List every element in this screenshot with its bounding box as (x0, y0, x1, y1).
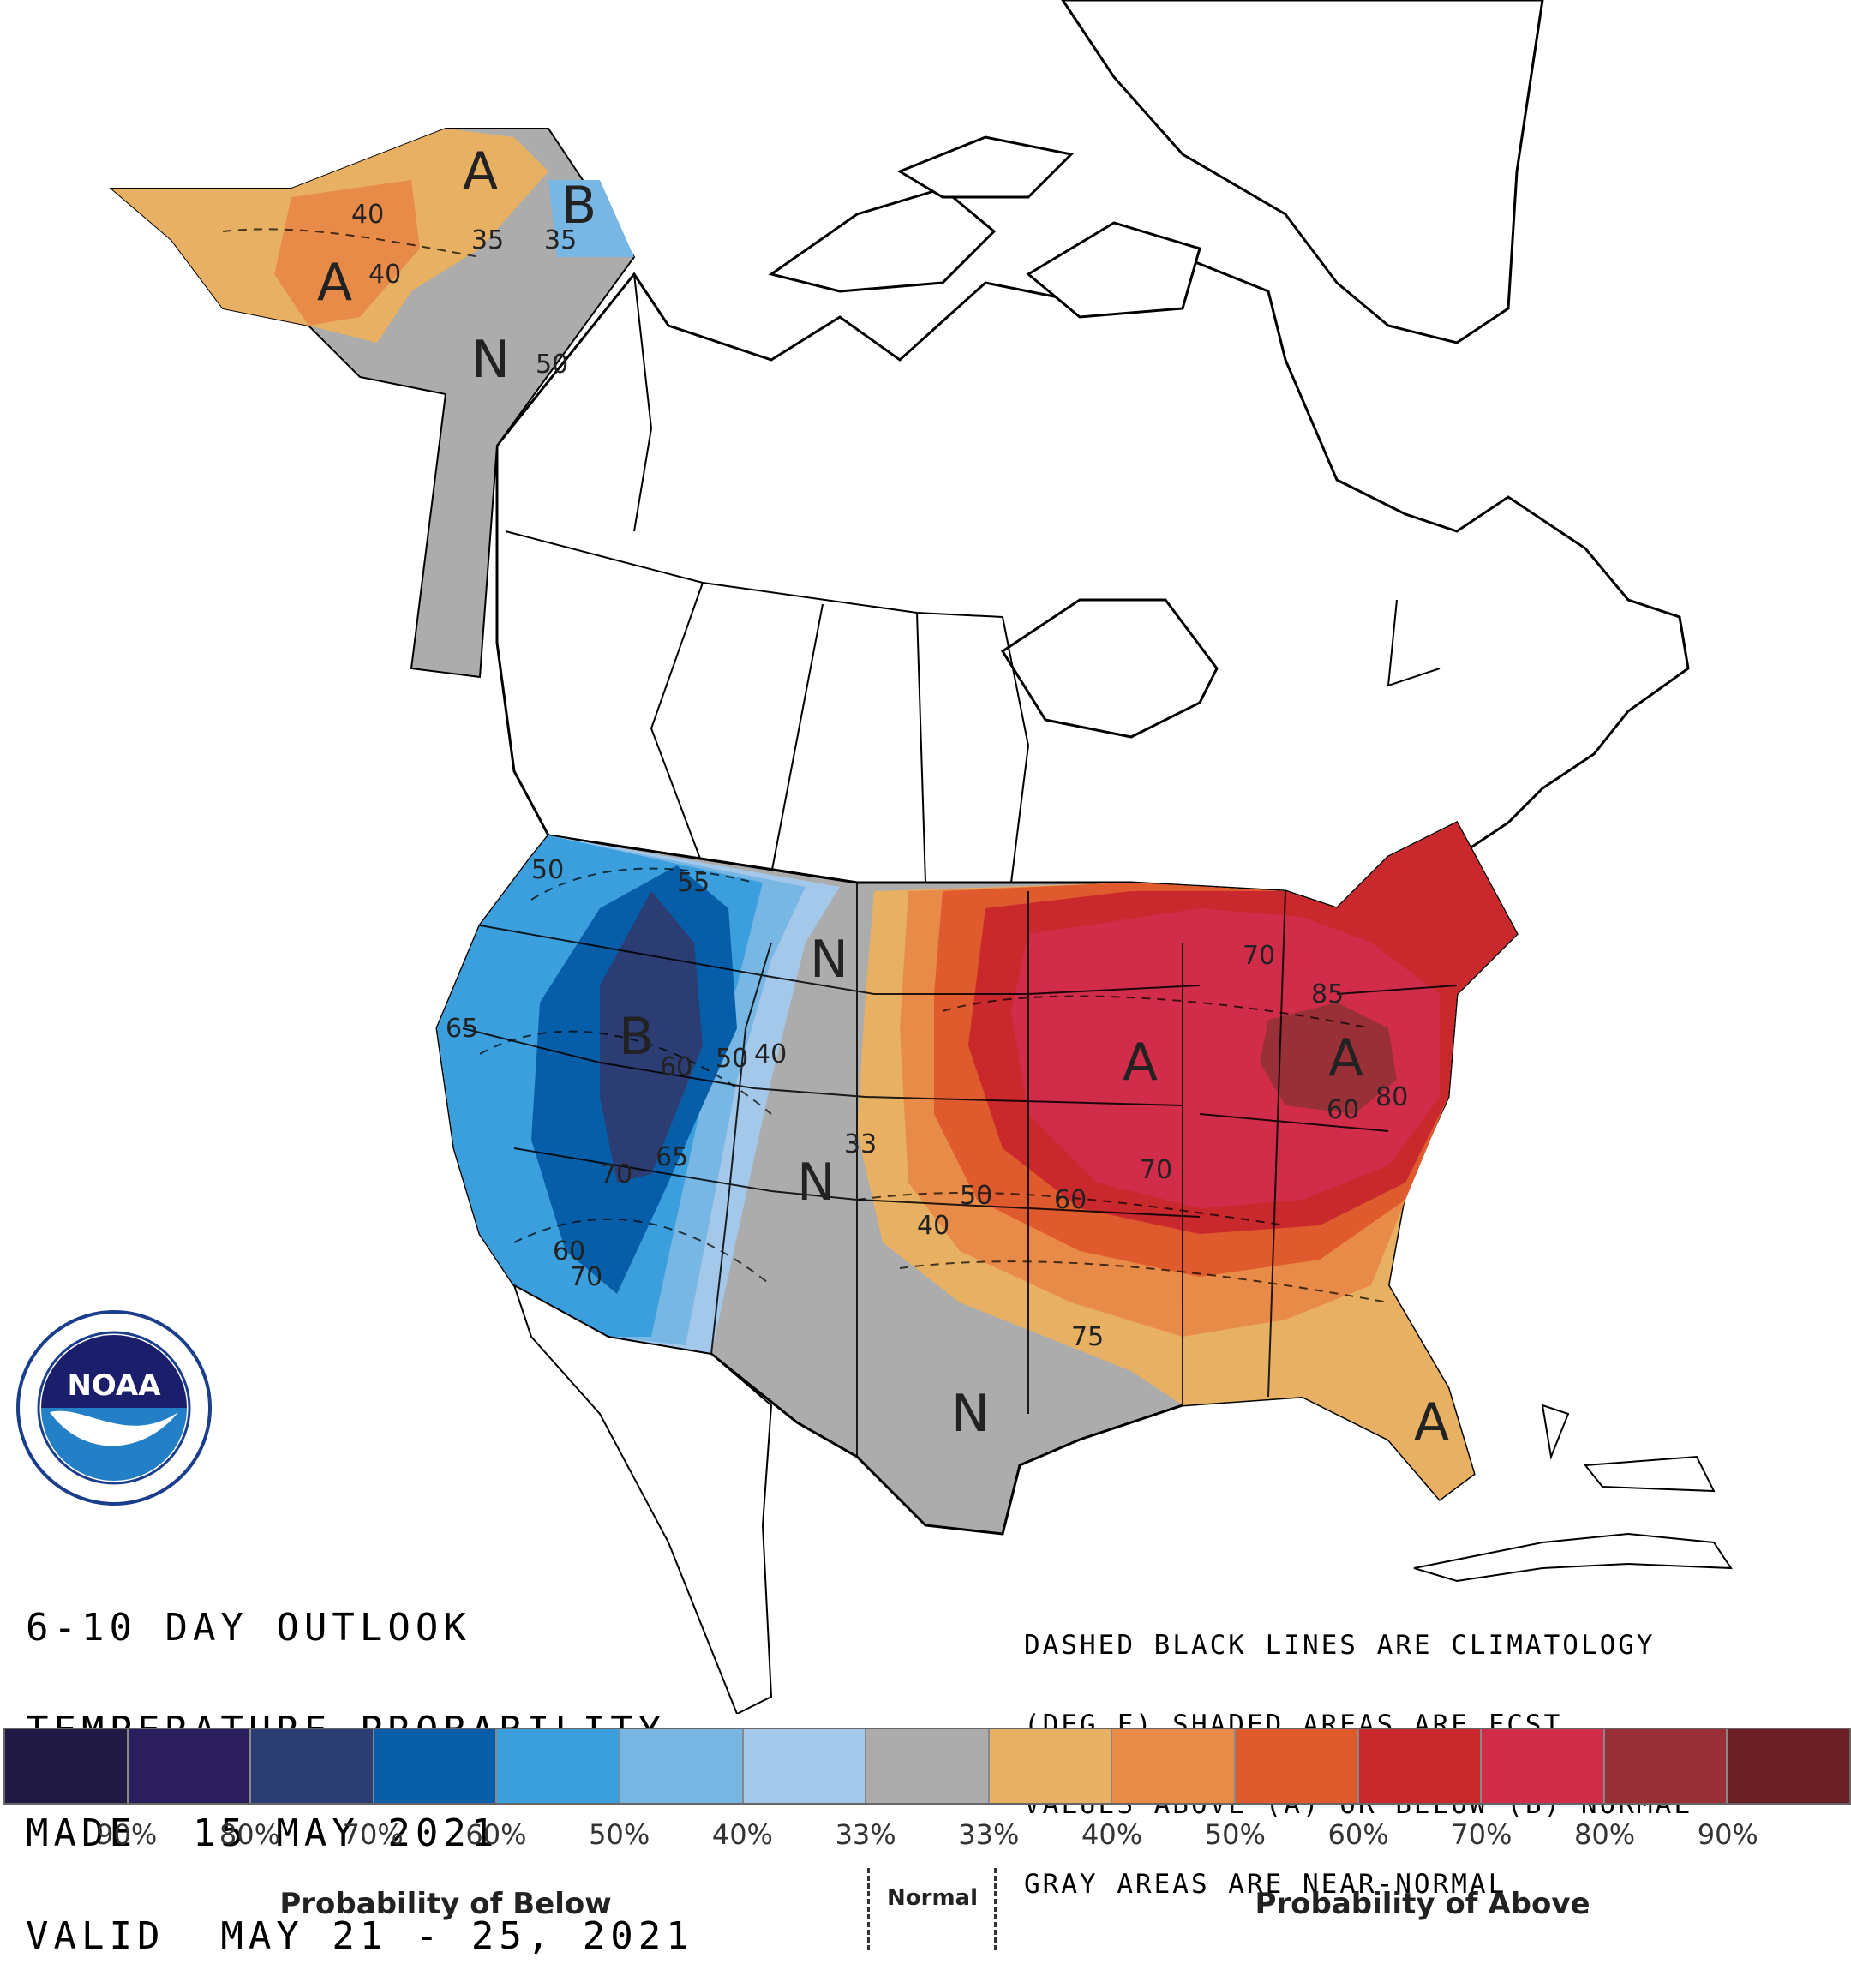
legend-tick-label: 90% (1697, 1818, 1758, 1851)
normal-divider-right (994, 1868, 997, 1950)
region-label-group: A A B N B N N N A A A (317, 141, 1449, 1452)
normal-label: Normal (887, 1885, 978, 1911)
contour-label: 50 (536, 350, 568, 380)
caribbean-islands (512, 1283, 1733, 1714)
legend-tick-label: 50% (589, 1818, 650, 1851)
region-label: B (561, 176, 596, 236)
contour-label: 35 (544, 225, 577, 255)
contour-label-group: 40 40 35 35 50 50 65 55 60 50 40 70 65 6… (351, 200, 1408, 1352)
probability-color-legend (3, 1728, 1851, 1805)
contour-label: 60 (553, 1237, 585, 1266)
noaa-logo: NOAA (16, 1310, 212, 1506)
region-label: A (1123, 1033, 1158, 1093)
legend-tick-label: 60% (465, 1818, 527, 1851)
contour-label: 40 (754, 1039, 787, 1069)
legend-note-block: DASHED BLACK LINES ARE CLIMATOLOGY (DEG … (1024, 1579, 1692, 1925)
legend-swatch (1728, 1729, 1849, 1803)
alaska-region (109, 128, 636, 679)
outlook-title-line: VALID MAY 21 - 25, 2021 (26, 1914, 694, 1958)
outlook-map: A A B N B N N N A A A 40 40 35 35 50 50 … (109, 0, 1733, 1714)
outlook-title-line: 6-10 DAY OUTLOOK (26, 1606, 471, 1650)
legend-swatch (866, 1729, 990, 1803)
legend-swatch (743, 1729, 867, 1803)
legend-swatch (1235, 1729, 1359, 1803)
contour-label: 60 (660, 1052, 692, 1082)
contour-label: 33 (844, 1129, 877, 1159)
legend-tick-label: 40% (1081, 1818, 1143, 1851)
legend-tick-label: 80% (1573, 1818, 1636, 1851)
contour-label: 40 (917, 1211, 949, 1241)
province-borders (505, 273, 1441, 883)
region-label: B (619, 1007, 654, 1067)
probability-above-label: Probability of Above (1255, 1887, 1590, 1921)
contour-label: 40 (368, 260, 401, 290)
legend-swatch (1604, 1729, 1728, 1803)
legend-tick-label: 40% (711, 1818, 773, 1851)
legend-tick-label: 33% (958, 1818, 1020, 1851)
contour-label: 60 (1054, 1185, 1087, 1215)
legend-swatch (5, 1729, 129, 1803)
conus-region (435, 821, 1519, 1536)
contour-label: 70 (1243, 941, 1275, 971)
outlook-title-line: MADE 15 MAY 2021 (26, 1811, 500, 1855)
legend-tick-label: 90% (96, 1818, 158, 1851)
contour-label: 50 (716, 1044, 748, 1074)
region-label: N (471, 330, 510, 390)
legend-swatch (128, 1729, 252, 1803)
legend-swatch (620, 1729, 744, 1803)
region-label: A (463, 141, 498, 201)
canada-landmass (495, 0, 1690, 927)
legend-tick-label: 70% (342, 1818, 404, 1851)
normal-divider-left (867, 1868, 870, 1950)
contour-label: 50 (960, 1181, 992, 1211)
contour-label: 35 (471, 225, 504, 255)
legend-swatch (989, 1729, 1113, 1803)
legend-swatch (1112, 1729, 1236, 1803)
contour-label: 70 (570, 1262, 602, 1292)
probability-below-label: Probability of Below (279, 1887, 612, 1921)
region-label: A (1328, 1028, 1363, 1088)
contour-label: 85 (1311, 979, 1344, 1009)
contour-label: 80 (1375, 1082, 1408, 1112)
legend-tick-label: 60% (1327, 1818, 1389, 1851)
contour-label: 40 (351, 200, 384, 230)
contour-label: 60 (1327, 1095, 1359, 1125)
legend-swatch (497, 1729, 620, 1803)
climatology-lines (222, 228, 1389, 1303)
contour-label: 65 (446, 1014, 478, 1044)
legend-swatch (374, 1729, 498, 1803)
region-label: A (317, 253, 352, 313)
region-label: N (810, 930, 848, 990)
legend-tick-label: 50% (1204, 1818, 1266, 1851)
noaa-logo-text: NOAA (67, 1368, 161, 1403)
state-borders (462, 883, 1458, 1457)
legend-swatch (1482, 1729, 1605, 1803)
contour-label: 70 (600, 1159, 632, 1189)
contour-label: 75 (1071, 1322, 1104, 1352)
contour-label: 55 (677, 868, 710, 898)
legend-swatch (251, 1729, 374, 1803)
contour-label: 65 (656, 1142, 688, 1172)
contour-label: 50 (531, 855, 564, 885)
legend-swatch (1358, 1729, 1483, 1803)
legend-tick-label: 80% (219, 1818, 281, 1851)
legend-tick-label: 70% (1451, 1818, 1513, 1851)
region-label: N (797, 1153, 836, 1213)
region-label: N (951, 1384, 990, 1444)
legend-note-line: DASHED BLACK LINES ARE CLIMATOLOGY (1024, 1630, 1656, 1661)
legend-note-line: GRAY AREAS ARE NEAR-NORMAL (1024, 1869, 1507, 1900)
region-label: A (1414, 1392, 1449, 1452)
contour-label: 70 (1140, 1155, 1172, 1185)
legend-tick-label: 33% (835, 1818, 896, 1851)
